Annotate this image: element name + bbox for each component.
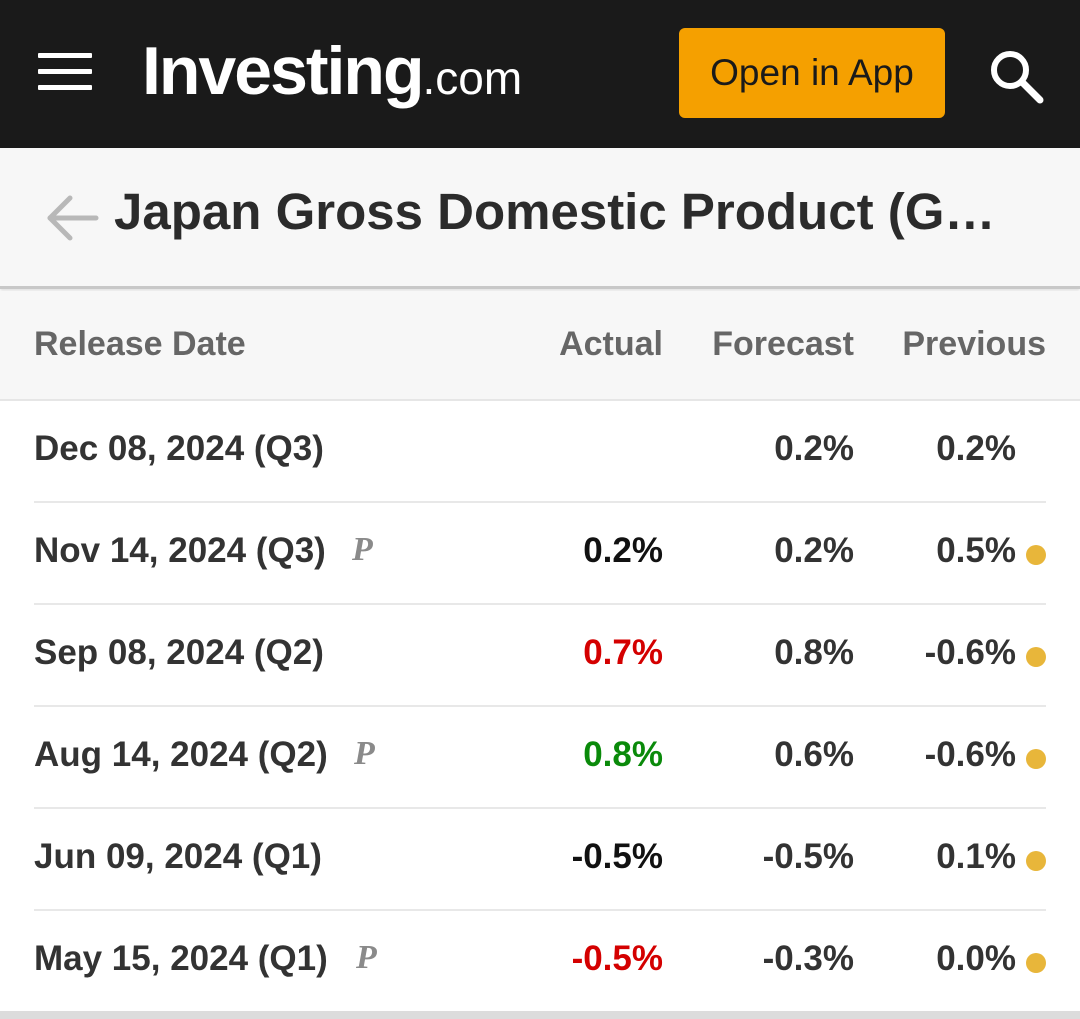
- actual-value: 0.7%: [583, 633, 663, 672]
- previous-value: -0.6%: [924, 735, 1016, 774]
- previous-value: -0.6%: [924, 633, 1016, 672]
- column-header-actual: Actual: [559, 325, 663, 363]
- table-row: Aug 14, 2024 (Q2) P 0.8% 0.6% -0.6%: [0, 707, 1080, 809]
- revised-indicator-dot[interactable]: [1026, 851, 1046, 871]
- preliminary-badge: P: [352, 531, 373, 568]
- release-date: May 15, 2024 (Q1): [34, 939, 328, 978]
- title-bar: Japan Gross Domestic Product (G…: [0, 148, 1080, 289]
- forecast-value: 0.6%: [774, 735, 854, 774]
- previous-value: 0.5%: [936, 531, 1016, 570]
- table-row: Nov 14, 2024 (Q3) P 0.2% 0.2% 0.5%: [0, 503, 1080, 605]
- column-header-release-date: Release Date: [34, 325, 246, 363]
- revised-indicator-dot[interactable]: [1026, 749, 1046, 769]
- hamburger-menu-icon[interactable]: [38, 53, 92, 91]
- table-header: Release Date Actual Forecast Previous: [0, 291, 1080, 401]
- investing-logo[interactable]: Investing.com: [142, 32, 522, 112]
- table-row: May 15, 2024 (Q1) P -0.5% -0.3% 0.0%: [0, 911, 1080, 1013]
- forecast-value: -0.3%: [762, 939, 854, 978]
- open-in-app-button[interactable]: Open in App: [679, 28, 945, 118]
- top-bar: Investing.com Open in App: [0, 0, 1080, 148]
- actual-value: -0.5%: [571, 837, 663, 876]
- forecast-value: 0.2%: [774, 429, 854, 468]
- previous-value: 0.0%: [936, 939, 1016, 978]
- release-date: Jun 09, 2024 (Q1): [34, 837, 322, 876]
- page-title: Japan Gross Domestic Product (G…: [114, 183, 994, 240]
- forecast-value: -0.5%: [762, 837, 854, 876]
- release-date: Dec 08, 2024 (Q3): [34, 429, 324, 468]
- revised-indicator-dot[interactable]: [1026, 545, 1046, 565]
- release-date: Sep 08, 2024 (Q2): [34, 633, 324, 672]
- actual-value: 0.2%: [583, 531, 663, 570]
- table-row: Sep 08, 2024 (Q2) 0.7% 0.8% -0.6%: [0, 605, 1080, 707]
- previous-value: 0.1%: [936, 837, 1016, 876]
- release-table-body: Dec 08, 2024 (Q3) 0.2% 0.2% Nov 14, 2024…: [0, 401, 1080, 1013]
- bottom-divider: [0, 1011, 1080, 1019]
- forecast-value: 0.2%: [774, 531, 854, 570]
- table-row: Dec 08, 2024 (Q3) 0.2% 0.2%: [0, 401, 1080, 503]
- actual-value: -0.5%: [571, 939, 663, 978]
- revised-indicator-dot[interactable]: [1026, 953, 1046, 973]
- column-header-forecast: Forecast: [712, 325, 854, 363]
- forecast-value: 0.8%: [774, 633, 854, 672]
- actual-value: 0.8%: [583, 735, 663, 774]
- logo-main-text: Investing: [142, 33, 424, 109]
- table-row: Jun 09, 2024 (Q1) -0.5% -0.5% 0.1%: [0, 809, 1080, 911]
- search-icon[interactable]: [986, 46, 1046, 106]
- release-date: Aug 14, 2024 (Q2): [34, 735, 328, 774]
- revised-indicator-dot[interactable]: [1026, 647, 1046, 667]
- preliminary-badge: P: [354, 735, 375, 772]
- logo-tld-text: .com: [422, 52, 523, 104]
- preliminary-badge: P: [356, 939, 377, 976]
- arrow-left-icon[interactable]: [44, 190, 100, 246]
- release-date: Nov 14, 2024 (Q3): [34, 531, 326, 570]
- previous-value: 0.2%: [936, 429, 1016, 468]
- column-header-previous: Previous: [902, 325, 1046, 363]
